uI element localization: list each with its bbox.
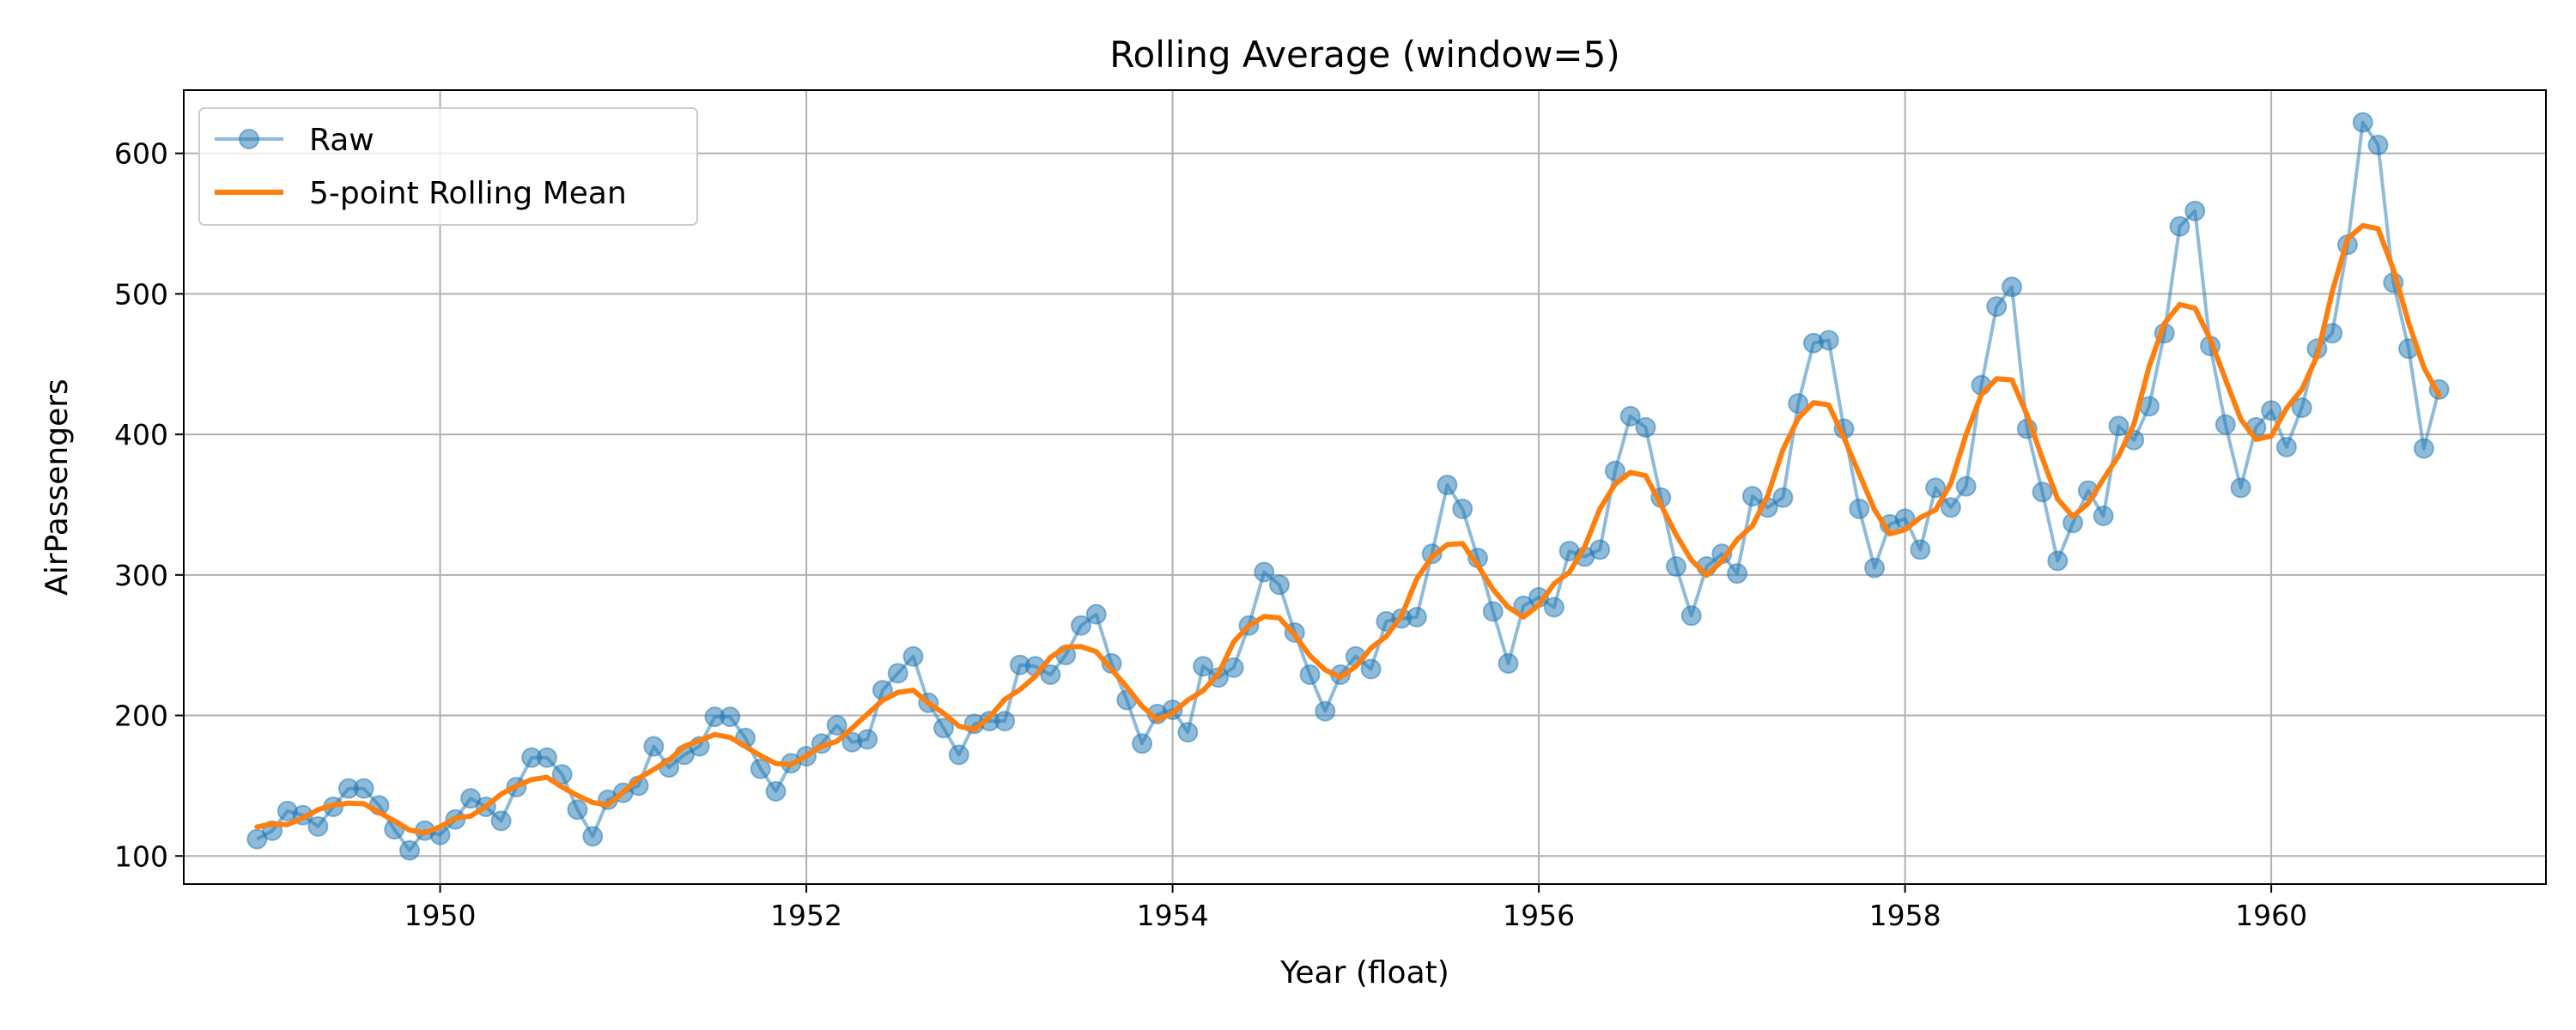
raw-point — [1085, 603, 1107, 625]
raw-point — [307, 815, 329, 837]
raw-point — [765, 780, 787, 802]
raw-point — [643, 736, 665, 757]
raw-point — [1498, 652, 1519, 674]
raw-point — [887, 663, 908, 684]
raw-point — [1818, 330, 1839, 351]
raw-point — [1849, 498, 1870, 519]
raw-point — [1727, 563, 1748, 585]
raw-point — [2215, 414, 2236, 435]
grid — [184, 90, 2546, 884]
raw-point — [2047, 550, 2069, 572]
raw-point — [1406, 606, 1427, 627]
raw-point — [2352, 112, 2373, 133]
raw-point — [1925, 477, 1947, 499]
raw-point — [994, 711, 1016, 732]
raw-point — [1070, 615, 1091, 636]
y-tick-label-500: 500 — [114, 277, 168, 311]
legend-box — [198, 107, 698, 226]
raw-point — [1864, 557, 1886, 579]
y-tick-label-100: 100 — [114, 839, 168, 873]
raw-point — [567, 799, 588, 821]
raw-point — [1543, 597, 1564, 618]
rolling-mean-line — [254, 222, 2442, 836]
raw-point — [1040, 664, 1061, 686]
raw-point — [1132, 733, 1153, 754]
raw-point — [2367, 134, 2389, 155]
raw-point — [2184, 200, 2206, 221]
raw-point — [2275, 436, 2297, 457]
legend-rolling-mean-label: 5-point Rolling Mean — [309, 176, 627, 211]
raw-point — [1177, 722, 1199, 743]
raw-point — [1635, 416, 1656, 438]
raw-point — [2413, 438, 2434, 459]
raw-point — [399, 839, 421, 861]
raw-point — [2093, 506, 2114, 527]
raw-point — [1772, 487, 1794, 508]
raw-point — [582, 826, 604, 847]
chart-title: Rolling Average (window=5) — [1109, 33, 1619, 76]
raw-point — [1680, 605, 1702, 627]
legend-raw-label: Raw — [309, 123, 374, 158]
raw-point — [551, 764, 573, 785]
raw-point — [2261, 400, 2282, 421]
x-axis-label: Year (float) — [1279, 955, 1449, 991]
y-tick-label-300: 300 — [114, 559, 168, 592]
raw-point — [1619, 405, 1641, 427]
raw-point — [1666, 556, 1687, 577]
y-tick-label-200: 200 — [114, 700, 168, 733]
raw-point — [1940, 497, 1961, 518]
plot-frame — [183, 89, 2547, 885]
raw-point — [2002, 276, 2023, 298]
y-tick-label-600: 600 — [114, 137, 168, 171]
raw-point — [490, 810, 512, 832]
raw-point — [1268, 574, 1290, 596]
raw-point — [826, 715, 848, 736]
raw-point — [1604, 460, 1625, 482]
raw-point — [1788, 393, 1809, 415]
raw-point — [1741, 486, 1763, 507]
raw-point — [536, 747, 557, 768]
raw-point — [2230, 477, 2251, 499]
x-tick-label-1958: 1958 — [1869, 899, 1941, 932]
y-axis-label: AirPassengers — [39, 379, 75, 596]
raw-point — [1589, 539, 1611, 560]
raw-point — [948, 744, 969, 766]
raw-point — [353, 778, 374, 799]
rolling-mean-series — [254, 222, 2442, 836]
raw-point — [1360, 658, 1382, 680]
raw-point — [1910, 539, 1931, 560]
x-tick-label-1952: 1952 — [770, 899, 842, 932]
raw-point — [1482, 601, 1504, 622]
raw-point — [1986, 296, 2008, 318]
raw-point — [1315, 700, 1336, 722]
raw-point — [2032, 482, 2053, 503]
axis-ticks: 1950 1952 1954 1956 1958 1960 100 200 300 400 500 6… — [114, 137, 2307, 932]
legend: Raw 5-point Rolling Mean — [198, 107, 698, 226]
x-tick-label-1950: 1950 — [404, 899, 477, 932]
raw-point — [1955, 476, 1977, 497]
raw-point — [2291, 397, 2312, 418]
raw-point — [1299, 664, 1321, 686]
raw-point — [1452, 498, 1473, 519]
raw-point — [1254, 561, 1275, 583]
raw-point — [857, 729, 878, 750]
raw-point — [1193, 656, 1214, 677]
x-tick-label-1954: 1954 — [1137, 899, 1209, 932]
raw-point — [902, 645, 924, 667]
raw-point — [933, 718, 955, 739]
y-tick-label-400: 400 — [114, 418, 168, 451]
raw-point — [720, 706, 741, 728]
x-tick-label-1956: 1956 — [1503, 899, 1575, 932]
raw-point — [2169, 215, 2190, 237]
legend-raw-marker — [239, 129, 259, 149]
x-tick-label-1960: 1960 — [2235, 899, 2307, 932]
raw-point — [750, 758, 771, 779]
raw-point — [1437, 475, 1458, 496]
raw-point — [2108, 415, 2129, 437]
